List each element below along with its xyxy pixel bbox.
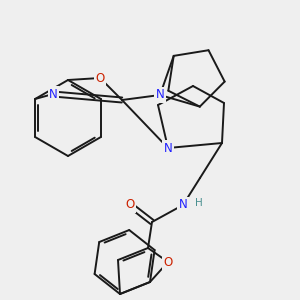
Text: N: N: [164, 142, 172, 154]
Text: O: O: [95, 71, 105, 85]
Text: N: N: [49, 88, 58, 100]
Text: O: O: [125, 199, 135, 212]
Text: N: N: [178, 199, 188, 212]
Text: H: H: [195, 198, 203, 208]
Text: O: O: [164, 256, 172, 268]
Text: N: N: [156, 88, 164, 101]
